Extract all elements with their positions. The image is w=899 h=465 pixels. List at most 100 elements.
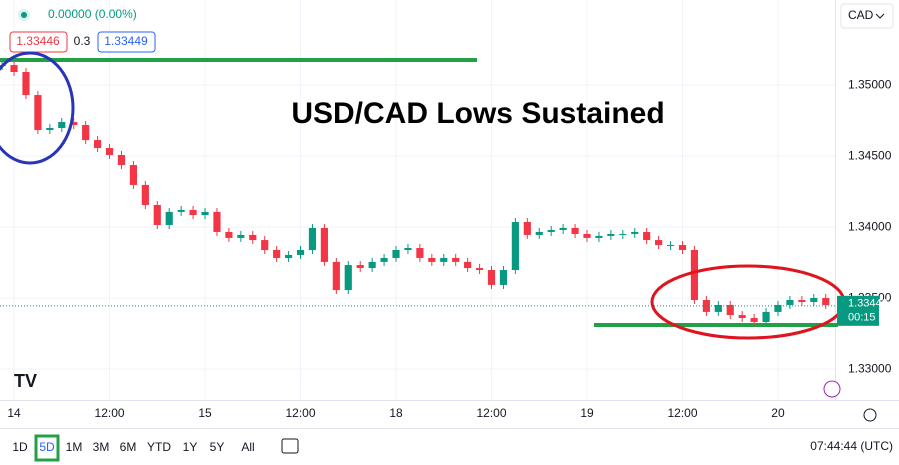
x-tick-label: 18 [389,406,403,420]
range-button[interactable]: 5D [39,440,55,454]
candle [296,250,305,255]
range-button[interactable]: 1M [66,440,83,454]
last-price-label: 1.33446 [848,298,888,310]
candle [308,227,317,250]
candle [105,148,114,155]
candle [117,154,126,166]
candle [774,304,782,312]
candle [213,211,221,232]
candle [129,165,137,185]
y-tick-label: 1.35000 [848,77,892,91]
spread: 0.3 [74,34,91,48]
candle [822,298,830,305]
plot [0,0,838,400]
candle [499,270,508,285]
ask: 1.33449 [104,34,148,48]
currency-button[interactable] [840,3,894,29]
range-button[interactable]: 1D [12,440,28,454]
candle [380,257,388,262]
currency[interactable]: CAD [848,8,874,22]
range-button[interactable]: 3M [93,440,110,454]
candle [141,184,149,205]
range-button[interactable]: 1Y [183,440,198,454]
candle [368,261,376,269]
y-tick-label: 1.33000 [848,361,892,375]
settings-icon[interactable] [863,408,877,422]
x-tick-label: 20 [771,406,785,420]
candle [690,250,699,300]
candle [404,248,412,250]
candle [225,231,233,238]
candle [344,265,352,291]
candle [583,233,591,238]
range-button[interactable]: 5Y [210,440,225,454]
candle [487,270,496,285]
candle [392,250,400,258]
y-tick-label: 1.34000 [848,219,892,233]
candle [249,234,257,241]
highlight-ellipse [0,51,75,165]
candle [189,209,197,216]
x-tick-label: 14 [7,406,21,420]
range-button[interactable]: 6M [120,440,137,454]
candle [655,240,663,246]
candle [58,122,66,128]
x-tick-label: 19 [580,406,594,420]
candle [595,235,603,238]
candle [440,257,448,262]
candle [619,233,627,235]
candle [332,261,340,291]
x-tick-label: 12:00 [286,406,316,420]
x-tick-label: 15 [198,406,212,420]
candle [535,231,543,235]
candle [428,257,436,262]
last-price-box [837,295,879,326]
alert-icon[interactable] [823,380,841,398]
candle [273,250,281,258]
candle [702,300,710,312]
candle [165,211,173,225]
bid-box [9,31,68,53]
candle [511,222,519,271]
bid: 1.33446 [16,34,60,48]
candle [261,240,269,250]
candle [320,227,328,262]
candle [475,268,484,271]
candle [547,229,555,232]
candle [70,122,78,125]
candle [82,125,90,141]
candle [416,248,424,258]
x-tick-label: 12:00 [667,406,697,420]
candle [177,209,185,212]
currency-caret [875,13,885,19]
y-tick-label: 1.34500 [848,148,892,162]
candle [798,300,806,302]
candle [714,304,722,312]
toolbar: 1D 5D 1M 3M 6M YTD 1Y 5Y All [12,434,255,462]
countdown: 00:15 [848,312,876,324]
change: 0.00000 (0.00%) [48,7,137,21]
logo: TV [14,371,37,391]
candle [786,300,794,305]
candle [762,311,770,323]
candle [356,265,364,269]
candle [285,254,293,258]
range-button[interactable]: All [241,440,254,454]
candle [678,245,687,250]
clock: 07:44:44 (UTC) [810,439,893,453]
calendar-icon[interactable] [281,438,299,454]
candle [738,315,746,319]
candle [643,231,651,241]
candle [237,234,245,238]
candle [666,245,675,247]
range-button[interactable]: YTD [147,440,171,454]
candle [153,204,161,225]
candle [201,211,209,216]
candle [571,227,579,234]
candle [607,233,615,236]
candle [464,261,472,269]
candle [34,95,42,130]
candle [46,127,54,130]
x-tick-label: 12:00 [476,406,506,420]
